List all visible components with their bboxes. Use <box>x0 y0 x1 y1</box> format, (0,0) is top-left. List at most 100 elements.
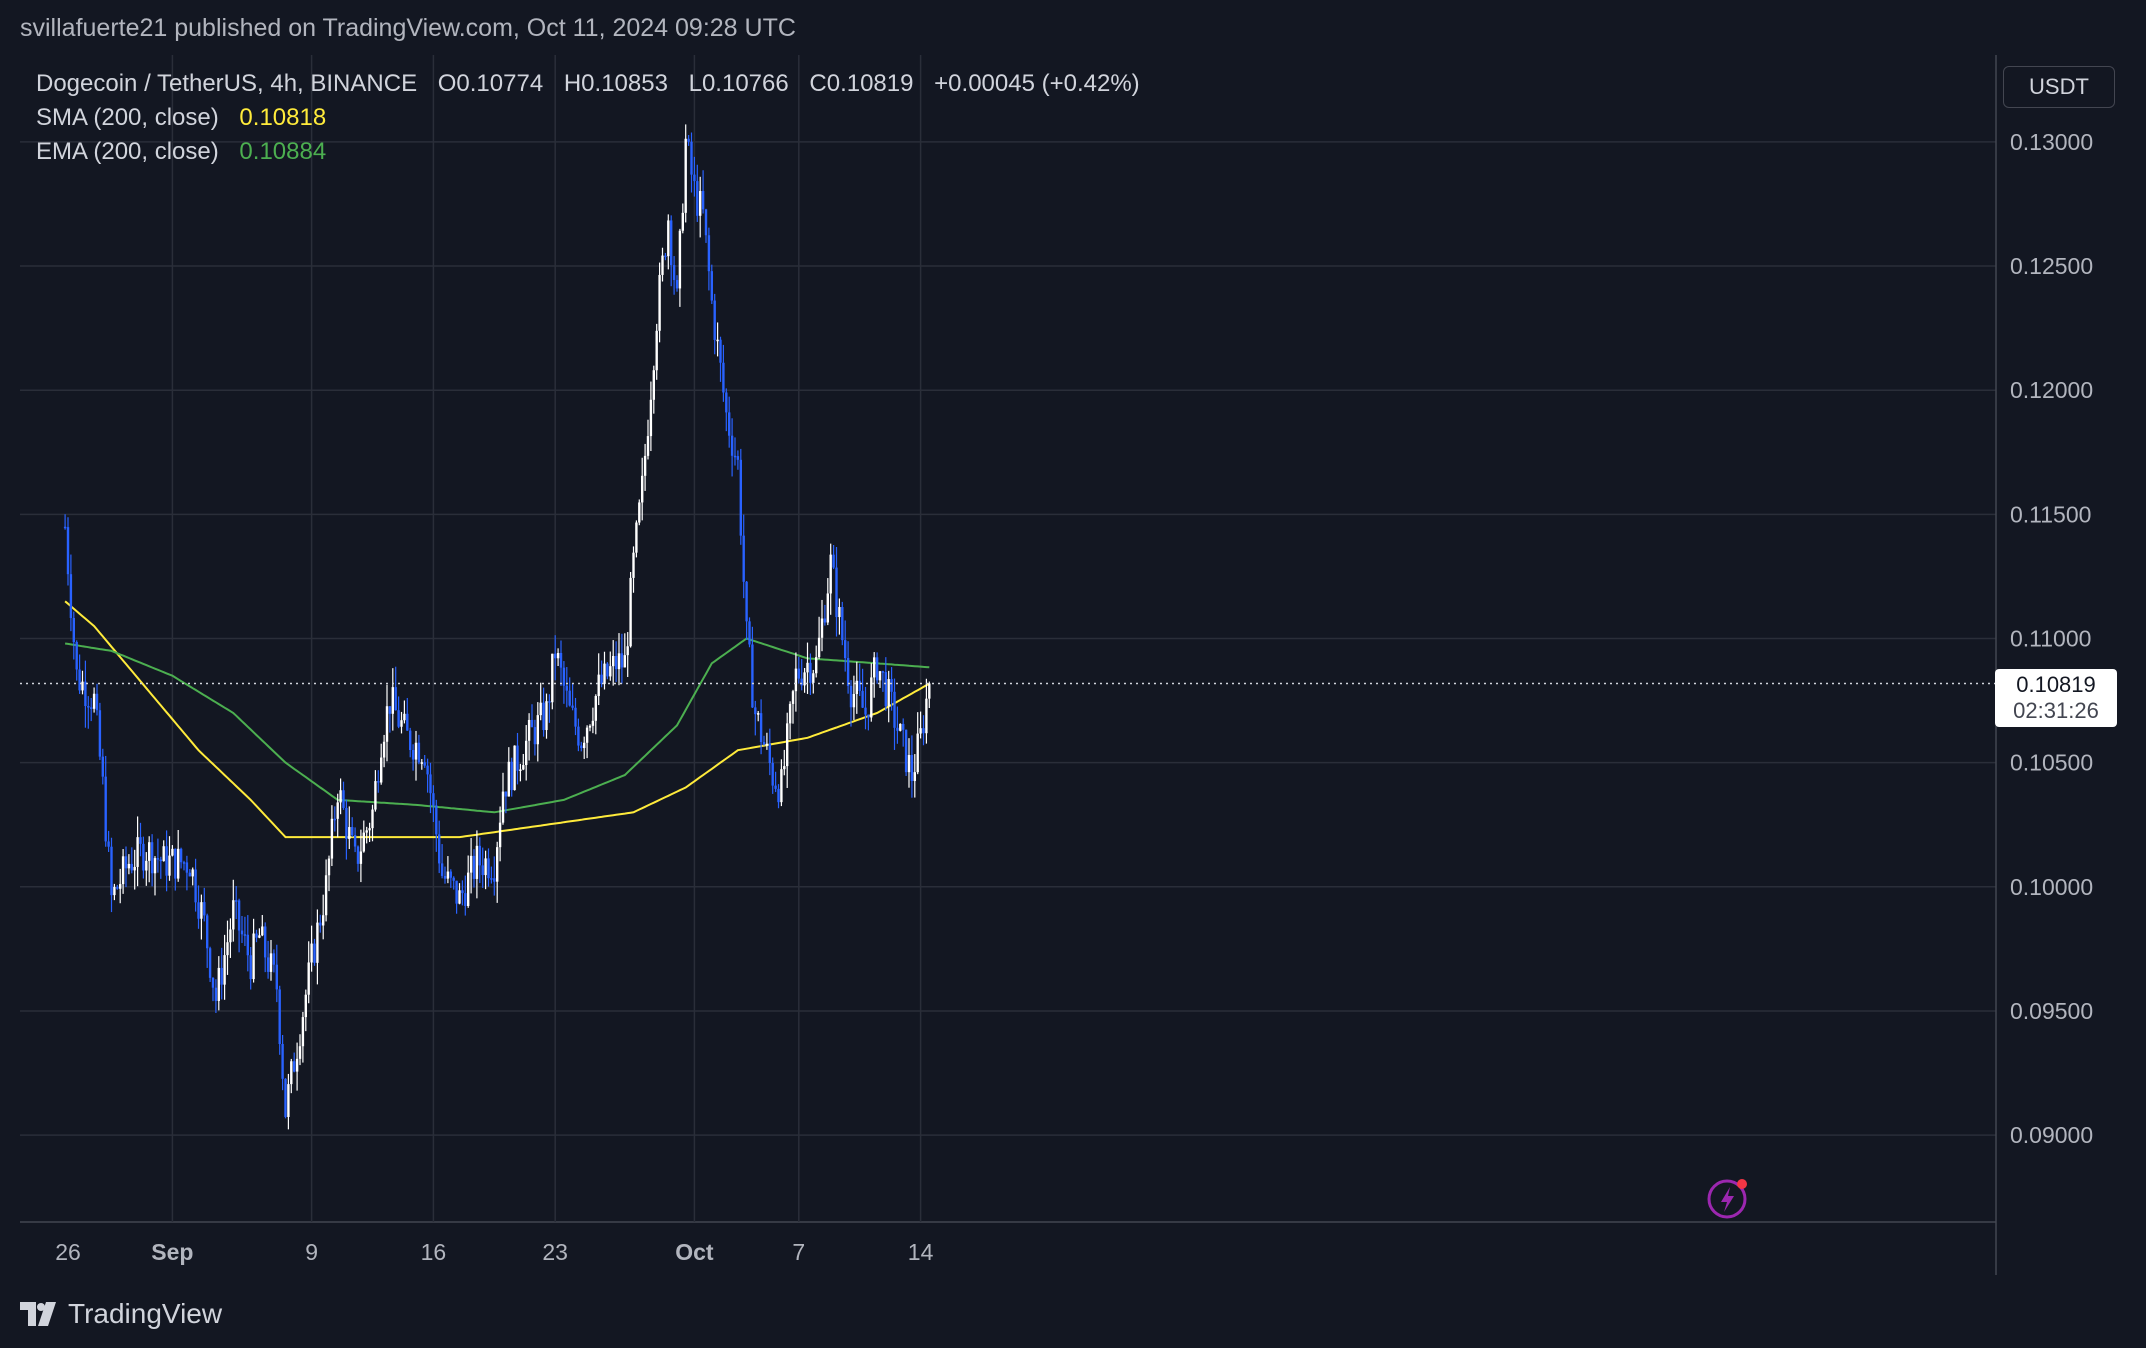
candle-body <box>440 863 444 876</box>
candle-body <box>841 607 844 641</box>
candle-body <box>594 696 597 721</box>
candle-body <box>574 707 577 727</box>
candle-body <box>275 964 278 990</box>
candle-body <box>513 745 516 791</box>
candle-body <box>90 707 93 709</box>
candle-body <box>284 1078 287 1117</box>
candle-body <box>672 265 676 281</box>
candle-body <box>266 957 270 972</box>
candle-body <box>168 855 171 876</box>
candle-body <box>235 900 238 902</box>
candle-body <box>733 455 737 458</box>
candle-body <box>66 527 70 575</box>
candle-body <box>667 220 670 257</box>
candle-body <box>188 872 191 877</box>
candle-body <box>153 858 157 874</box>
candle-body <box>548 701 551 703</box>
candle-body <box>290 1061 293 1085</box>
candle-body <box>800 678 803 686</box>
candle-body <box>527 719 531 741</box>
candle-body <box>893 691 896 728</box>
candle-body <box>823 618 827 623</box>
legend-ema-value: 0.10884 <box>239 138 327 165</box>
candle-body <box>403 713 406 721</box>
candle-body <box>119 884 122 889</box>
y-tick-label: 0.12500 <box>2010 253 2093 279</box>
candle-body <box>400 720 403 727</box>
candle-body <box>742 535 745 582</box>
candle-body <box>461 890 464 894</box>
candle-body <box>620 653 624 668</box>
candle-body <box>748 621 751 645</box>
candle-body <box>701 191 705 210</box>
candle-body <box>585 727 589 743</box>
candle-body <box>655 330 658 371</box>
legend-high: H0.10853 <box>563 70 668 97</box>
candle-body <box>197 902 200 919</box>
candle-body <box>739 459 742 536</box>
candle-body <box>635 522 638 553</box>
candle-body <box>568 690 571 706</box>
legend-ema-label: EMA (200, close) <box>36 138 219 165</box>
y-tick-label: 0.10000 <box>2010 874 2093 900</box>
candle-body <box>826 593 829 623</box>
candle-body <box>597 674 600 697</box>
candle-body <box>771 762 774 786</box>
candle-body <box>867 714 870 718</box>
candle-body <box>757 713 760 715</box>
candle-body <box>904 729 908 773</box>
candle-body <box>812 673 815 683</box>
candle-body <box>699 191 702 216</box>
candle-body <box>142 843 145 871</box>
candle-body <box>69 574 73 618</box>
grid <box>20 55 1997 1275</box>
candle-body <box>525 740 528 766</box>
x-tick-label: 23 <box>542 1239 568 1265</box>
sma-line <box>64 600 930 839</box>
candle-body <box>522 765 525 770</box>
candle-body <box>754 707 757 715</box>
candle-body <box>353 835 357 847</box>
candle-body <box>626 646 629 656</box>
candle-body <box>855 680 858 695</box>
candle-body <box>458 890 461 904</box>
candle-body <box>63 526 67 529</box>
candle-body <box>536 715 539 745</box>
candle-body <box>864 707 867 715</box>
candle-body <box>846 658 850 686</box>
candle-body <box>240 930 244 935</box>
candle-body <box>545 701 548 731</box>
candle-body <box>829 554 832 594</box>
candle-body <box>664 255 667 258</box>
candle-body <box>768 743 771 763</box>
bar-countdown: 02:31:26 <box>2013 698 2099 724</box>
candle-body <box>255 933 258 938</box>
candle-body <box>351 827 354 836</box>
candle-body <box>759 713 763 743</box>
candle-body <box>788 703 792 724</box>
legend-symbol-row: Dogecoin / TetherUS, 4h, BINANCE O0.1077… <box>36 70 1154 98</box>
candle-body <box>380 757 383 783</box>
candle-body <box>649 399 653 437</box>
ema-line <box>64 637 930 814</box>
candle-body <box>638 502 641 523</box>
published-caption: svillafuerte21 published on TradingView.… <box>20 14 796 42</box>
candle-body <box>133 866 136 871</box>
candle-body <box>330 818 334 859</box>
lightning-icon[interactable] <box>1706 1176 1752 1227</box>
candle-body <box>609 666 612 677</box>
candle-body <box>130 863 133 871</box>
candle-body <box>884 672 887 707</box>
tradingview-logo[interactable]: TradingView <box>20 1298 222 1330</box>
candle-body <box>809 662 812 683</box>
candle-body <box>377 781 380 783</box>
currency-button[interactable]: USDT <box>2003 66 2115 108</box>
candle-body <box>507 761 510 797</box>
candle-body <box>295 1058 299 1072</box>
candle-body <box>159 859 162 862</box>
candle-body <box>211 977 215 988</box>
candle-body <box>777 788 780 803</box>
legend-sma-value: 0.10818 <box>239 104 327 131</box>
candle-body <box>710 271 713 301</box>
